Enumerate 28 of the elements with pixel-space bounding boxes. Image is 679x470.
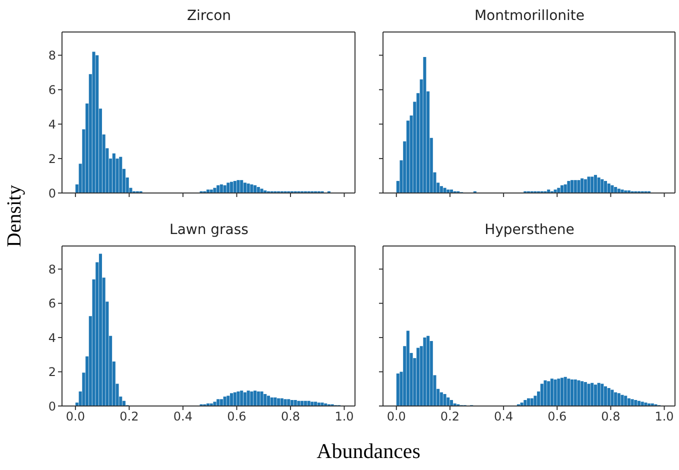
y-tick-label: 8 [48, 262, 56, 276]
x-tick-label: 0.0 [386, 410, 406, 424]
y-tick-label: 2 [48, 365, 56, 380]
x-tick-label: 0.2 [120, 410, 139, 424]
chart-title: Zircon [186, 8, 232, 24]
chart-title: Montmorillonite [473, 8, 586, 24]
y-tick-label: 8 [48, 48, 56, 63]
x-tick-label: 0.6 [548, 410, 567, 424]
y-tick-label: 4 [48, 117, 56, 132]
chart-title: Lawn grass [168, 222, 250, 238]
y-tick-label: 6 [48, 296, 56, 311]
x-tick-label: 0.0 [66, 410, 85, 424]
x-tick-label: 0.8 [601, 410, 620, 424]
y-tick-label: 6 [48, 82, 56, 97]
chart-title: Hypersthene [484, 222, 576, 238]
x-tick-label: 1.0 [334, 410, 354, 424]
x-tick-label: 0.2 [440, 410, 460, 424]
y-tick-label: 0 [48, 186, 56, 200]
x-tick-label: 0.4 [494, 410, 514, 424]
x-tick-label: 1.0 [654, 410, 674, 424]
y-axis-title: Density [4, 184, 26, 248]
x-tick-label: 0.4 [173, 410, 193, 424]
y-tick-label: 2 [48, 152, 56, 166]
y-tick-label: 0 [48, 399, 56, 414]
x-tick-label: 0.6 [227, 410, 246, 424]
x-tick-label: 0.8 [280, 410, 300, 424]
x-axis-title: Abundances [316, 439, 422, 464]
y-tick-label: 4 [48, 330, 56, 345]
